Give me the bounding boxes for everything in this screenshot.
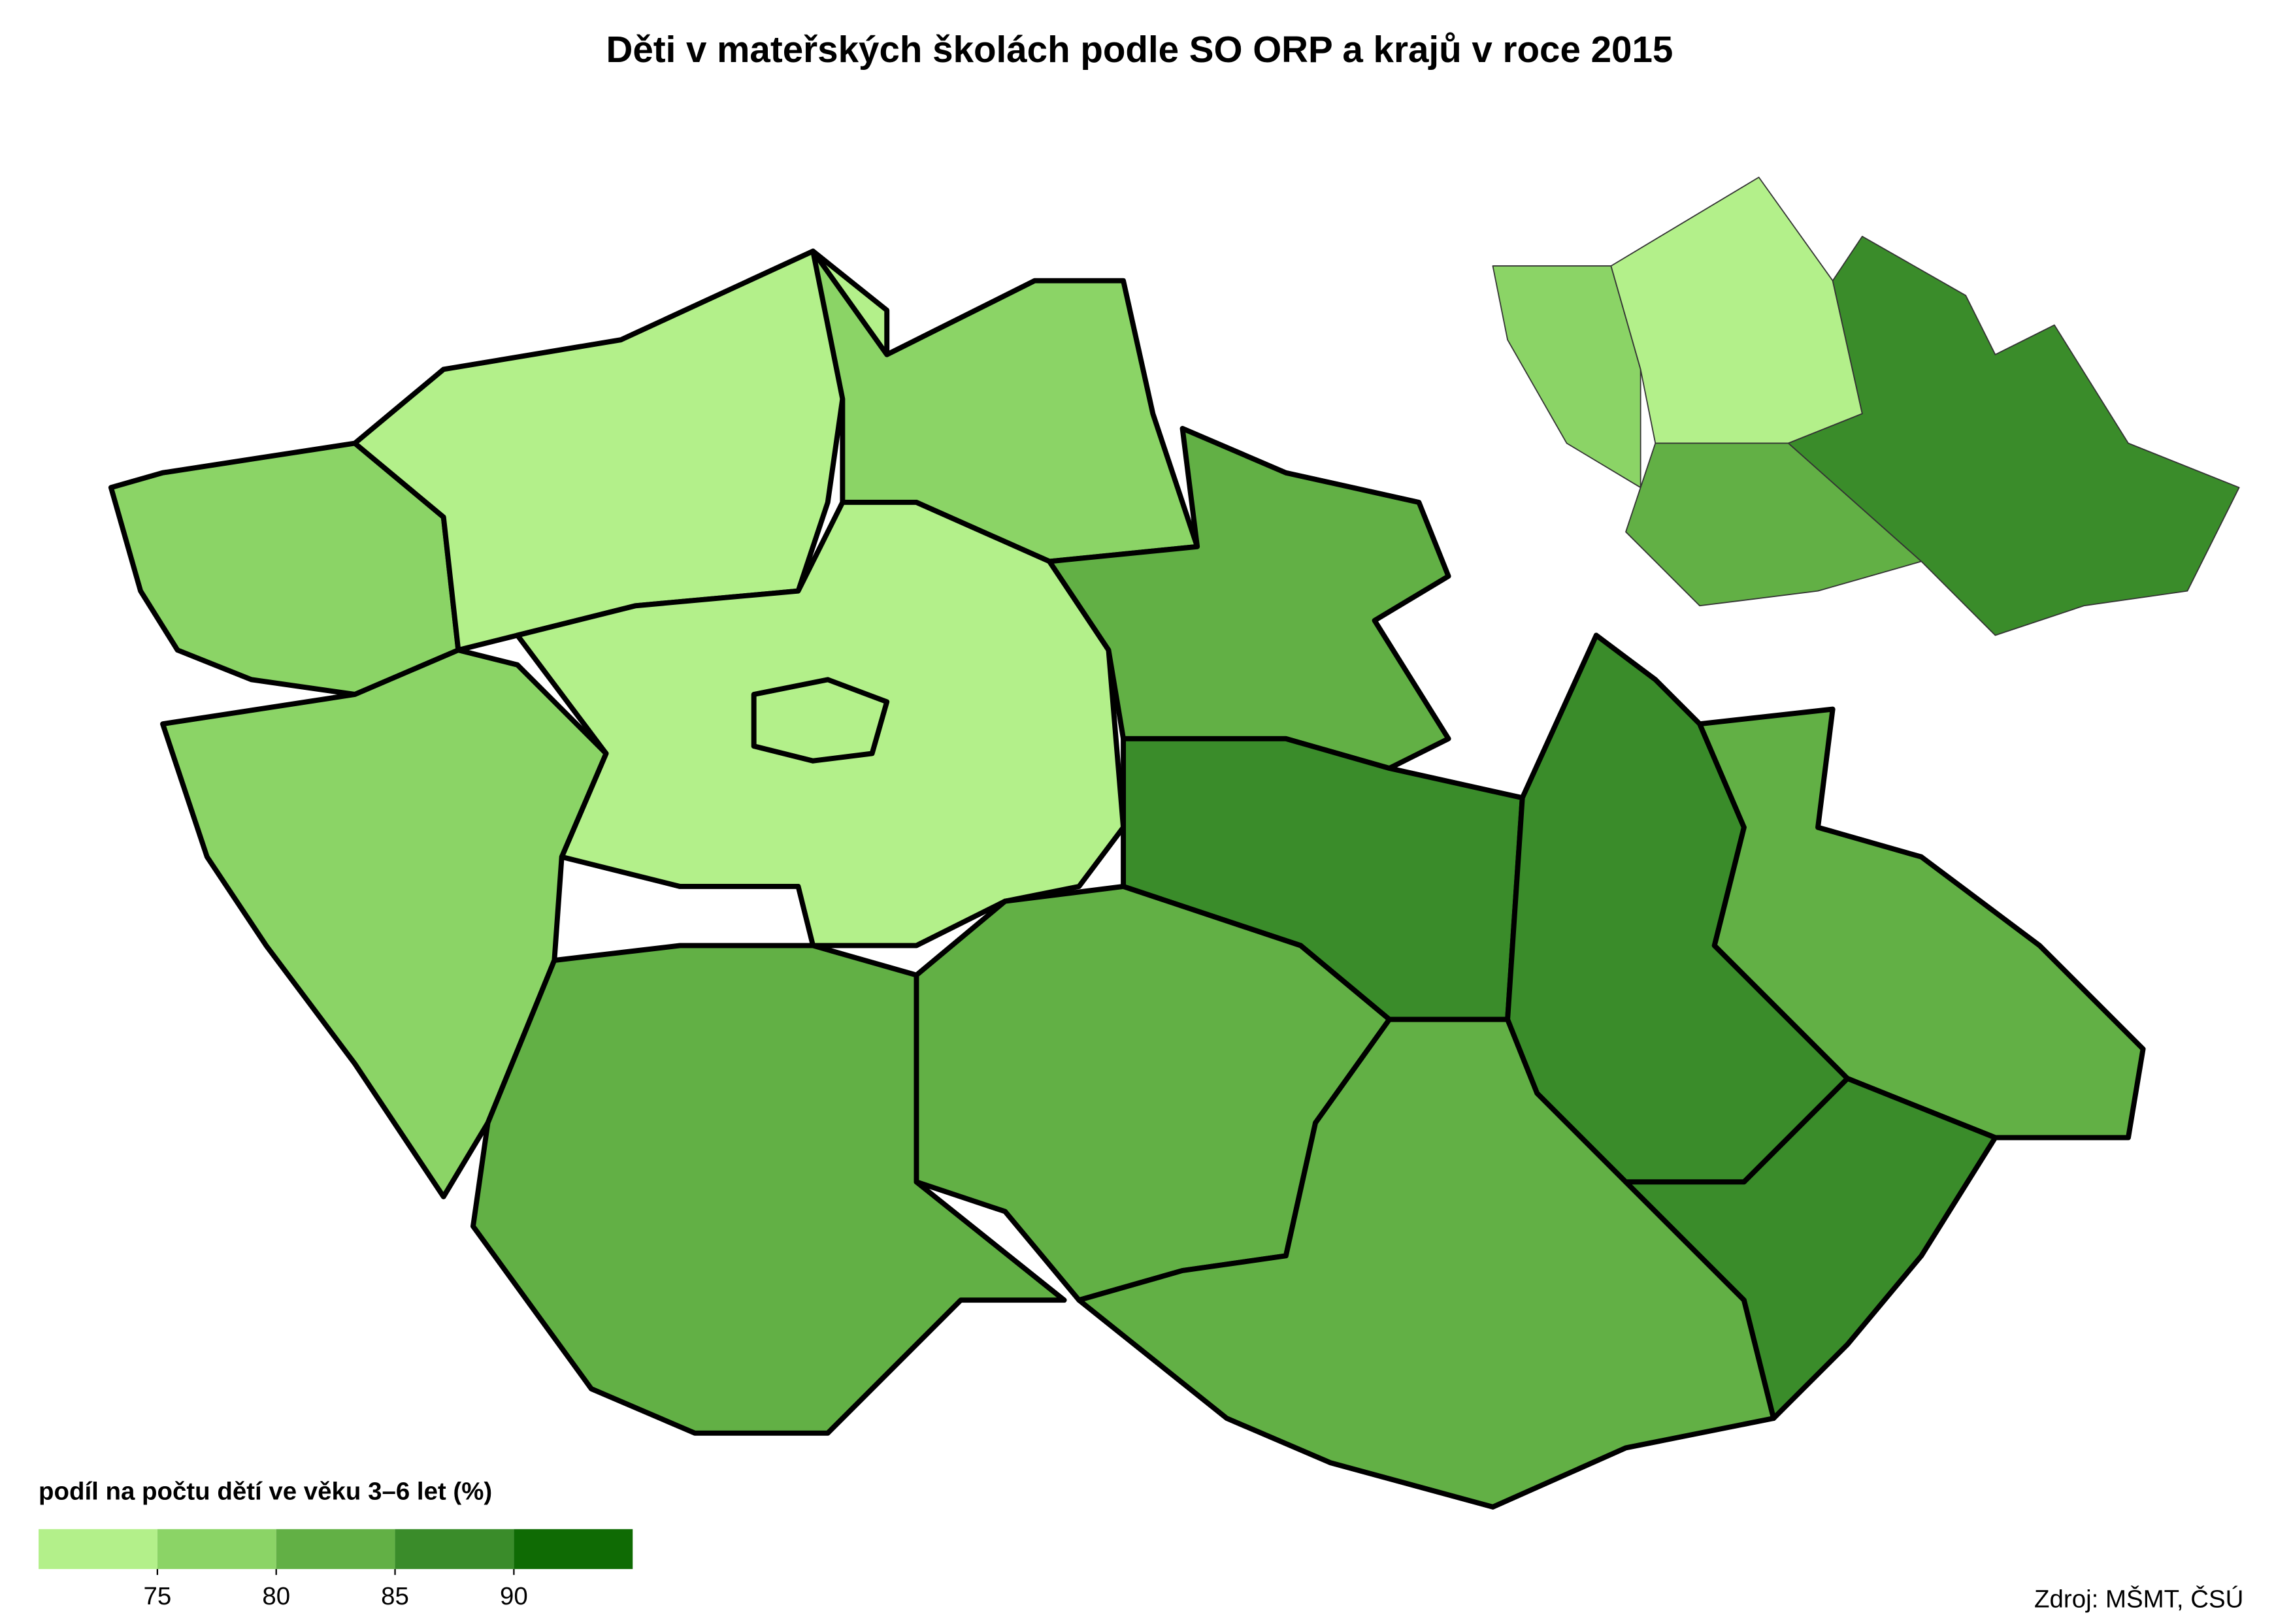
regions-inset-map — [1492, 176, 2240, 636]
map-title: Děti v mateřských školách podle SO ORP a… — [606, 29, 1673, 70]
legend-swatch — [157, 1529, 276, 1569]
legend-title: podíl na počtu dětí ve věku 3–6 let (%) — [39, 1478, 492, 1506]
region — [1697, 706, 2146, 1141]
legend-swatch — [276, 1529, 395, 1569]
region — [751, 677, 890, 764]
legend: 75 80 85 90 — [39, 1529, 633, 1610]
inset-region — [1787, 235, 2240, 636]
legend-tick-label: 75 — [143, 1582, 171, 1610]
legend-tick-label: 85 — [381, 1582, 409, 1610]
source-note: Zdroj: MŠMT, ČSÚ — [2034, 1585, 2243, 1614]
region — [352, 248, 890, 653]
inset-region — [1625, 442, 1922, 607]
inset-region — [1610, 176, 1863, 444]
region — [1623, 1076, 1998, 1421]
inset-region — [1492, 265, 1641, 489]
main-map — [108, 248, 2146, 1510]
legend-tick-label: 80 — [262, 1582, 290, 1610]
legend-swatch — [514, 1529, 633, 1569]
legend-swatch — [395, 1529, 514, 1569]
legend-tick-label: 90 — [500, 1582, 528, 1610]
legend-swatch — [39, 1529, 157, 1569]
